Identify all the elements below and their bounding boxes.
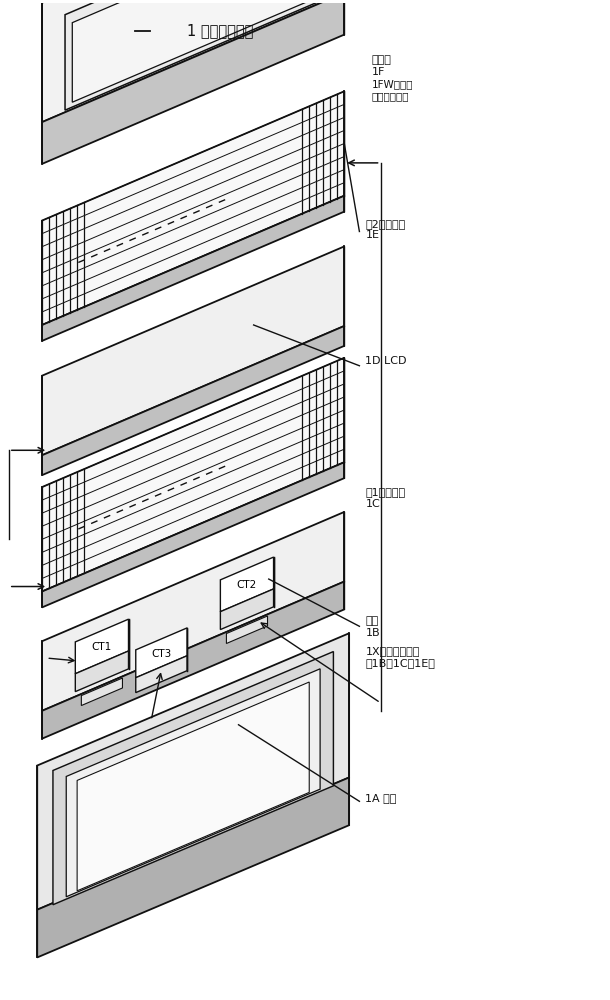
Polygon shape [77, 682, 309, 891]
Text: CT1: CT1 [92, 642, 112, 652]
Polygon shape [65, 0, 321, 110]
Polygon shape [42, 326, 344, 475]
Text: 第1传感器部: 第1传感器部 [365, 487, 406, 497]
Polygon shape [220, 589, 273, 630]
Text: CT2: CT2 [237, 580, 257, 590]
Text: 第2传感器部: 第2传感器部 [365, 219, 406, 229]
Polygon shape [42, 0, 344, 164]
Text: 1X位置检测装置: 1X位置检测装置 [365, 646, 420, 656]
Polygon shape [220, 557, 273, 612]
Polygon shape [226, 616, 268, 643]
Text: 1A 框体: 1A 框体 [365, 793, 397, 803]
Text: （操作区域）: （操作区域） [371, 91, 409, 101]
Text: 1FW开口部: 1FW开口部 [371, 79, 413, 89]
Polygon shape [42, 462, 344, 607]
Polygon shape [42, 0, 344, 122]
Text: CT3: CT3 [151, 649, 171, 659]
Polygon shape [136, 628, 187, 678]
Text: 1C: 1C [365, 499, 380, 509]
Text: 1F: 1F [371, 67, 385, 77]
Polygon shape [42, 358, 344, 591]
Polygon shape [73, 0, 314, 102]
Polygon shape [37, 633, 349, 910]
Polygon shape [66, 669, 320, 897]
Text: 1E: 1E [365, 230, 379, 240]
Text: 前面板: 前面板 [371, 55, 392, 65]
Text: （1B，1C，1E）: （1B，1C，1E） [365, 658, 436, 668]
Polygon shape [75, 619, 129, 674]
Polygon shape [42, 91, 344, 325]
Polygon shape [42, 512, 344, 711]
Polygon shape [37, 777, 349, 957]
Polygon shape [42, 196, 344, 341]
Polygon shape [42, 582, 344, 739]
Text: 1B: 1B [365, 628, 380, 638]
Text: 主板: 主板 [365, 616, 379, 626]
Polygon shape [81, 678, 123, 706]
Polygon shape [136, 656, 187, 693]
Text: 1D LCD: 1D LCD [365, 356, 407, 366]
Text: 1 电子器件主体: 1 电子器件主体 [187, 23, 254, 38]
Polygon shape [53, 652, 334, 905]
Polygon shape [75, 651, 129, 692]
Polygon shape [42, 246, 344, 455]
